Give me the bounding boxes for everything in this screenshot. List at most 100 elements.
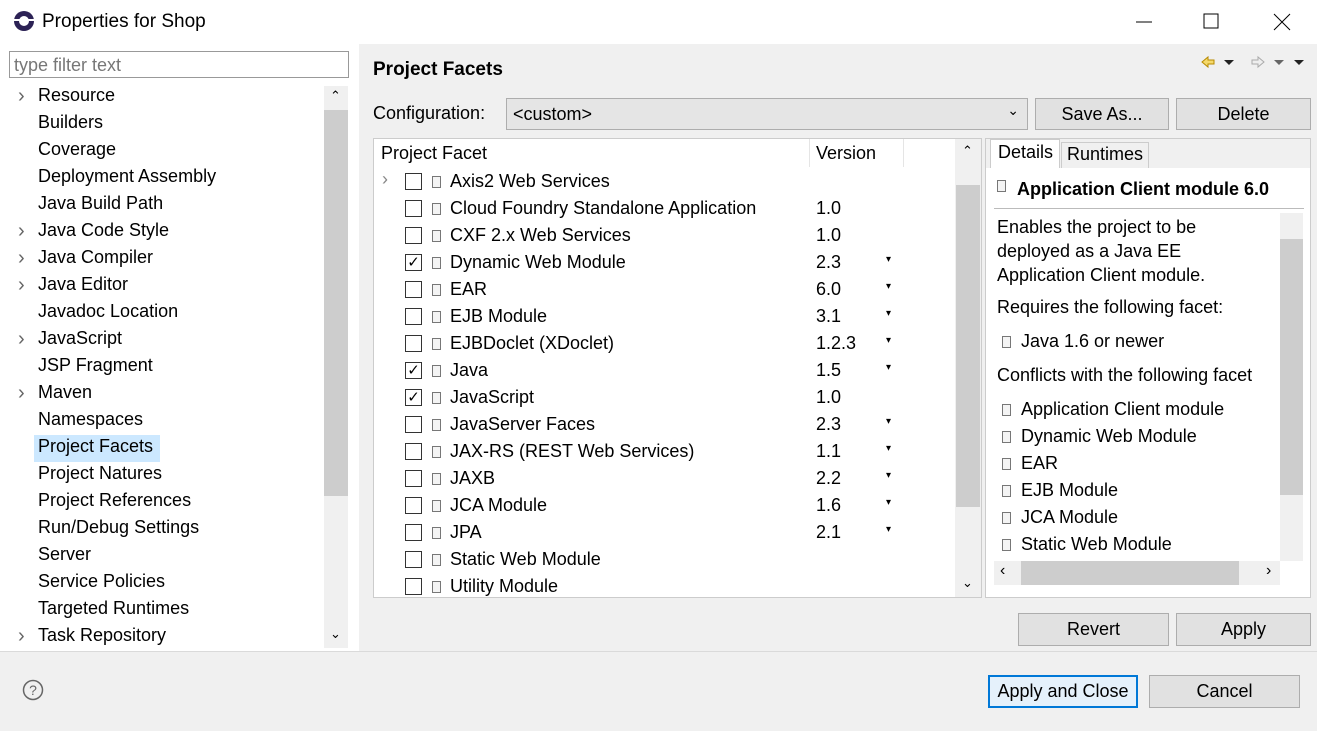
facet-name: EAR: [450, 279, 488, 299]
checkbox[interactable]: [405, 443, 422, 460]
facet-icon: [432, 311, 441, 323]
conflicting-facet: Static Web Module: [1021, 534, 1172, 554]
save-as-button[interactable]: Save As...: [1035, 98, 1169, 130]
tab[interactable]: Runtimes: [1061, 142, 1149, 168]
tree-item[interactable]: JSP Fragment: [38, 355, 153, 375]
tree-item[interactable]: Java Code Style: [38, 220, 170, 240]
facet-icon: [432, 365, 441, 377]
facet-version: 1.1: [816, 441, 842, 461]
version-dropdown[interactable]: ▾: [886, 308, 892, 319]
checkbox[interactable]: [405, 173, 422, 190]
tree-item[interactable]: Javadoc Location: [38, 301, 179, 321]
facet-version: 2.3: [816, 252, 842, 272]
tab[interactable]: Details: [990, 139, 1060, 168]
selection: [34, 435, 160, 462]
checkbox[interactable]: [405, 497, 422, 514]
facet-icon: [432, 473, 441, 485]
tree-item[interactable]: Java Editor: [38, 274, 129, 294]
filter-input[interactable]: type filter text: [9, 51, 349, 78]
expand-arrow: ›: [18, 85, 25, 107]
expand-arrow: ›: [18, 328, 25, 350]
table-scrollbar[interactable]: ⌃ ⌄: [955, 139, 981, 597]
facet-name: Java: [450, 360, 489, 380]
version-dropdown[interactable]: ▾: [886, 254, 892, 265]
checkbox[interactable]: [405, 551, 422, 568]
tree-item[interactable]: Project Facets: [38, 436, 154, 456]
conflicting-facet: EAR: [1021, 453, 1059, 473]
expand-arrow: ›: [18, 274, 25, 296]
svg-text:?: ?: [29, 682, 37, 698]
item-icon: [1002, 431, 1011, 443]
tree-item[interactable]: Coverage: [38, 139, 117, 159]
tree-item[interactable]: Service Policies: [38, 571, 166, 591]
facet-name: Dynamic Web Module: [450, 252, 626, 272]
checkbox[interactable]: [405, 335, 422, 352]
version-dropdown[interactable]: ▾: [886, 362, 892, 373]
apply-close-button[interactable]: Apply and Close: [988, 675, 1138, 708]
checkbox[interactable]: [405, 227, 422, 244]
checkbox[interactable]: [405, 308, 422, 325]
version-dropdown[interactable]: ▾: [886, 497, 892, 508]
facet-version: 1.0: [816, 387, 842, 407]
version-dropdown[interactable]: ▾: [886, 281, 892, 292]
version-dropdown[interactable]: ▾: [886, 470, 892, 481]
facet-version: 1.2.3: [816, 333, 857, 353]
tree-item[interactable]: Maven: [38, 382, 93, 402]
expand-arrow: ›: [18, 625, 25, 647]
facet-name: JPA: [450, 522, 482, 542]
checkbox[interactable]: [405, 578, 422, 595]
conflicting-facet: Application Client module: [1021, 399, 1225, 419]
help-icon[interactable]: ?: [22, 679, 44, 701]
page-title: Project Facets: [373, 59, 503, 80]
item-icon: [1002, 336, 1011, 348]
tree-item[interactable]: Resource: [38, 85, 116, 105]
details-hscroll[interactable]: ‹ ›: [994, 561, 1280, 585]
details-vscroll[interactable]: [1280, 213, 1303, 561]
version-dropdown[interactable]: ▾: [886, 524, 892, 535]
delete-button[interactable]: Delete: [1176, 98, 1311, 130]
facet-icon: [432, 554, 441, 566]
tree-item[interactable]: JavaScript: [38, 328, 123, 348]
tree-item[interactable]: Deployment Assembly: [38, 166, 217, 186]
sidebar-scrollbar[interactable]: ⌃ ⌄: [324, 86, 348, 648]
version-dropdown[interactable]: ▾: [886, 335, 892, 346]
checkbox[interactable]: ✓: [405, 254, 422, 271]
checkbox[interactable]: ✓: [405, 362, 422, 379]
checkbox[interactable]: [405, 200, 422, 217]
window-controls[interactable]: [1130, 10, 1310, 34]
cancel-button[interactable]: Cancel: [1149, 675, 1300, 708]
conflicts-heading: Conflicts with the following facet: [997, 365, 1253, 385]
facet-icon: [432, 581, 441, 593]
required-facet: Java 1.6 or newer: [1021, 331, 1165, 351]
checkbox[interactable]: [405, 281, 422, 298]
tree-item[interactable]: Server: [38, 544, 92, 564]
details-panel: Details Runtimes Application Client modu…: [985, 138, 1311, 598]
revert-button[interactable]: Revert: [1018, 613, 1169, 646]
facet-icon: [432, 284, 441, 296]
details-content: Enables the project to be deployed as a …: [994, 213, 1280, 561]
version-dropdown[interactable]: ▾: [886, 416, 892, 427]
requires-heading: Requires the following facet:: [997, 297, 1224, 317]
checkbox[interactable]: [405, 524, 422, 541]
tree-item[interactable]: Java Compiler: [38, 247, 154, 267]
checkbox[interactable]: [405, 416, 422, 433]
nav-arrows[interactable]: [1198, 54, 1310, 72]
checkbox[interactable]: ✓: [405, 389, 422, 406]
tree-item[interactable]: Run/Debug Settings: [38, 517, 200, 537]
tree-item[interactable]: Java Build Path: [38, 193, 164, 213]
facet-version: 2.3: [816, 414, 842, 434]
facet-name: JCA Module: [450, 495, 548, 515]
tree-item[interactable]: Builders: [38, 112, 104, 132]
tree-item[interactable]: Project References: [38, 490, 192, 510]
apply-button[interactable]: Apply: [1176, 613, 1311, 646]
version-dropdown[interactable]: ▾: [886, 443, 892, 454]
expand-arrow: ›: [18, 220, 25, 242]
tree-item[interactable]: Namespaces: [38, 409, 144, 429]
checkbox[interactable]: [405, 470, 422, 487]
tree-item[interactable]: Project Natures: [38, 463, 163, 483]
column-header: Version: [816, 143, 877, 163]
tree-item[interactable]: Targeted Runtimes: [38, 598, 190, 618]
facet-name: EJB Module: [450, 306, 548, 326]
config-combo[interactable]: <custom> ⌄: [506, 98, 1028, 130]
tree-item[interactable]: Task Repository: [38, 625, 167, 645]
